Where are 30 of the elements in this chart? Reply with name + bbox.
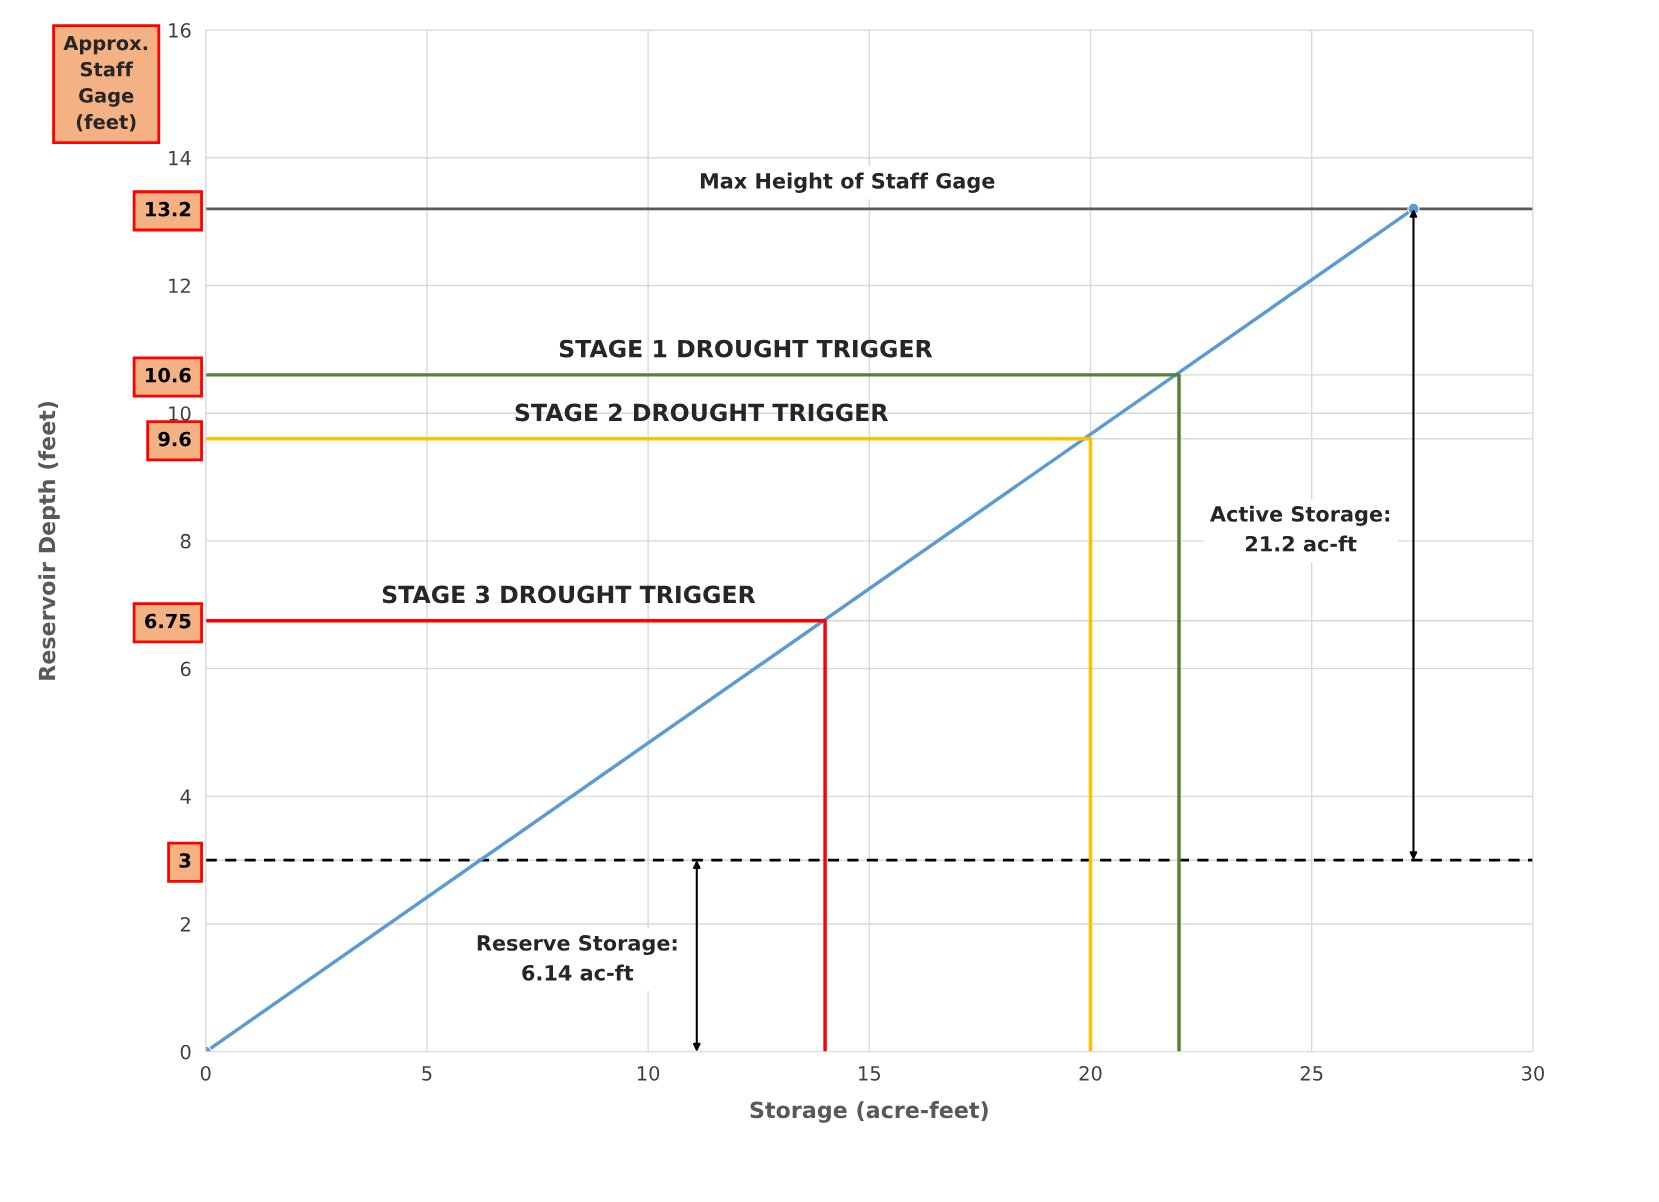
y-tick-label: 4 [180, 789, 191, 804]
y-tick-label: 8 [180, 533, 191, 549]
y-tick-label: 9.6 [158, 431, 191, 447]
y-tick-label: 14 [169, 150, 191, 166]
y-tick-label: 16 [169, 23, 191, 38]
y-tick-label: 6 [180, 661, 191, 677]
ref-line-label: Max Height of Staff Gage [700, 172, 995, 193]
y-tick-label: 6.75 [145, 613, 191, 629]
x-tick-label: 25 [1300, 1065, 1323, 1081]
series-label: STAGE 3 DROUGHT TRIGGER [382, 585, 756, 604]
y-tick-label: 2 [180, 916, 190, 932]
y-tick-label: 13.2 [146, 201, 191, 217]
x-tick-label: 15 [859, 1066, 880, 1081]
x-tick-label: 20 [1079, 1065, 1102, 1081]
series-label: STAGE 1 DROUGHT TRIGGER [559, 339, 933, 358]
x-tick-label: 0 [200, 1065, 211, 1081]
y-tick-label: 3 [179, 853, 191, 868]
annotation: Active Storage: 21.2 ac-ft [1210, 505, 1390, 552]
y-tick-label: 0 [180, 1044, 191, 1060]
y-tick-label: 10.6 [146, 367, 191, 383]
series-label: STAGE 2 DROUGHT TRIGGER [515, 403, 889, 422]
x-tick-label: 5 [422, 1066, 432, 1081]
y-tick-label: 12 [169, 278, 190, 293]
y-tick-label: 10 [169, 406, 191, 421]
text: Approx. Staff Gage (feet) [63, 35, 148, 132]
x-tick-label: 30 [1522, 1065, 1544, 1081]
x-tick-label: 10 [637, 1065, 660, 1081]
x-axis-title: Storage (acre-feet) [750, 1101, 988, 1123]
annotation: Reserve Storage: 6.14 ac-ft [477, 935, 677, 981]
y-axis-title: Reservoir Depth (feet) [38, 401, 60, 680]
